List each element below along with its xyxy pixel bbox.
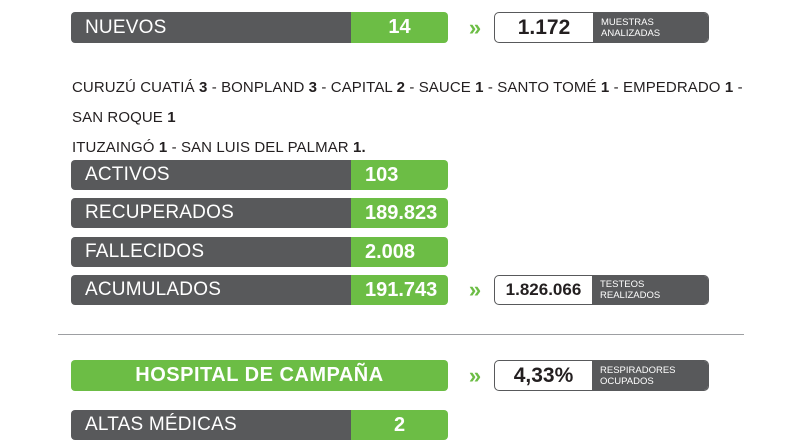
testeos-box: 1.826.066 TESTEOS REALIZADOS: [494, 275, 709, 305]
muestras-caption: MUESTRAS ANALIZADAS: [593, 13, 708, 42]
nuevos-value-text: 14: [388, 16, 411, 38]
nuevos-value: 14: [351, 12, 448, 43]
nuevos-label-text: NUEVOS: [85, 16, 167, 38]
activos-value: 103: [351, 160, 448, 190]
muestras-value: 1.172: [517, 15, 571, 39]
cities-list: CURUZÚ CUATIÁ 3 - BONPLAND 3 - CAPITAL 2…: [72, 73, 772, 163]
arrow-icon: »: [468, 14, 482, 40]
respiradores-value: 4,33%: [513, 363, 574, 387]
recuperados-label: RECUPERADOS: [71, 198, 351, 228]
testeos-value: 1.826.066: [505, 280, 582, 299]
fallecidos-label: FALLECIDOS: [71, 237, 351, 267]
hospital-banner: HOSPITAL DE CAMPAÑA: [71, 360, 448, 391]
fallecidos-value: 2.008: [351, 237, 448, 267]
cities-line-1: CURUZÚ CUATIÁ 3 - BONPLAND 3 - CAPITAL 2…: [72, 79, 743, 126]
arrow-icon: »: [468, 362, 482, 388]
altas-value: 2: [351, 410, 448, 440]
respiradores-box: 4,33% RESPIRADORES OCUPADOS: [494, 360, 709, 391]
muestras-box: 1.172 MUESTRAS ANALIZADAS: [494, 12, 709, 43]
acumulados-label: ACUMULADOS: [71, 275, 351, 305]
arrow-icon: »: [468, 277, 482, 302]
nuevos-label: NUEVOS: [71, 12, 351, 43]
testeos-caption: TESTEOS REALIZADOS: [592, 276, 708, 304]
cities-line-2: ITUZAINGÓ 1 - SAN LUIS DEL PALMAR 1.: [72, 139, 366, 156]
respiradores-caption: RESPIRADORES OCUPADOS: [592, 361, 708, 390]
section-divider: [58, 334, 744, 335]
acumulados-value: 191.743: [351, 275, 448, 305]
altas-label: ALTAS MÉDICAS: [71, 410, 351, 440]
hospital-title: HOSPITAL DE CAMPAÑA: [135, 364, 384, 386]
recuperados-value: 189.823: [351, 198, 448, 228]
activos-label: ACTIVOS: [71, 160, 351, 190]
